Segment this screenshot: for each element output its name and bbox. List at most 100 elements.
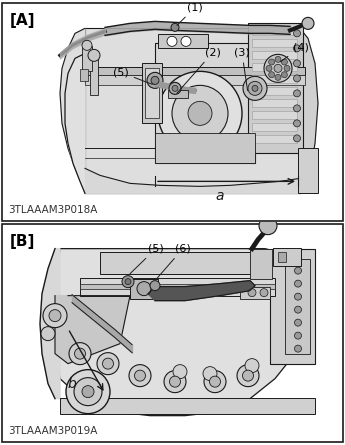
Polygon shape <box>60 28 85 194</box>
Circle shape <box>260 289 268 297</box>
Polygon shape <box>148 281 255 301</box>
Bar <box>82 46 92 71</box>
Circle shape <box>295 319 302 326</box>
Circle shape <box>248 289 256 297</box>
Text: (6): (6) <box>157 244 191 279</box>
Circle shape <box>203 367 217 380</box>
Circle shape <box>294 60 300 67</box>
Bar <box>60 398 315 414</box>
Text: (1): (1) <box>177 2 203 25</box>
Circle shape <box>294 30 300 37</box>
Bar <box>252 111 297 119</box>
Circle shape <box>295 345 302 352</box>
Bar <box>85 28 300 194</box>
Bar <box>298 148 318 194</box>
Polygon shape <box>55 249 310 416</box>
Circle shape <box>164 371 186 392</box>
Bar <box>252 123 297 131</box>
Circle shape <box>269 72 275 78</box>
Circle shape <box>150 281 160 291</box>
Circle shape <box>269 59 275 65</box>
Circle shape <box>237 364 259 387</box>
Circle shape <box>248 81 262 95</box>
Circle shape <box>66 370 110 414</box>
Circle shape <box>69 343 91 364</box>
Circle shape <box>102 358 114 369</box>
Circle shape <box>169 82 181 94</box>
Circle shape <box>294 45 300 52</box>
Text: (4): (4) <box>280 42 309 62</box>
Bar <box>100 251 270 274</box>
Circle shape <box>294 135 300 142</box>
Circle shape <box>209 376 220 387</box>
Circle shape <box>147 73 163 89</box>
Bar <box>252 51 297 59</box>
Bar <box>270 249 315 364</box>
Circle shape <box>135 370 146 381</box>
Bar <box>252 135 297 143</box>
Bar <box>240 287 270 299</box>
Circle shape <box>167 36 177 46</box>
Text: a: a <box>216 190 224 203</box>
Circle shape <box>295 332 302 339</box>
Circle shape <box>158 71 242 155</box>
Circle shape <box>266 65 272 71</box>
Circle shape <box>275 57 281 62</box>
Circle shape <box>129 364 151 387</box>
Circle shape <box>294 75 300 82</box>
Circle shape <box>243 370 254 381</box>
Circle shape <box>302 17 314 29</box>
Text: (2): (2) <box>177 47 221 93</box>
Bar <box>80 278 275 295</box>
Circle shape <box>125 279 131 285</box>
Bar <box>278 251 286 262</box>
Text: [B]: [B] <box>10 234 36 249</box>
Polygon shape <box>300 28 318 194</box>
Text: (5): (5) <box>113 67 152 85</box>
Circle shape <box>252 85 258 91</box>
Bar <box>250 249 272 279</box>
Circle shape <box>294 120 300 127</box>
Circle shape <box>75 348 86 359</box>
Circle shape <box>264 54 292 82</box>
Circle shape <box>88 49 100 61</box>
Bar <box>168 90 188 98</box>
Circle shape <box>295 306 302 313</box>
Bar <box>142 63 162 123</box>
Circle shape <box>259 217 277 235</box>
Circle shape <box>243 77 267 101</box>
Circle shape <box>188 101 212 125</box>
Text: 3TLAAAM3P019A: 3TLAAAM3P019A <box>8 425 97 436</box>
Bar <box>90 55 98 95</box>
Text: (5): (5) <box>130 244 164 274</box>
Circle shape <box>282 72 287 78</box>
Polygon shape <box>65 53 85 194</box>
Bar <box>252 75 297 83</box>
Circle shape <box>151 77 159 85</box>
Circle shape <box>97 352 119 375</box>
Bar <box>130 279 158 299</box>
Circle shape <box>41 327 55 340</box>
Text: (3): (3) <box>234 47 250 91</box>
Bar <box>252 39 297 47</box>
Circle shape <box>169 376 180 387</box>
Circle shape <box>82 40 92 50</box>
Bar <box>248 24 303 154</box>
Circle shape <box>137 282 151 295</box>
Bar <box>145 69 159 118</box>
Circle shape <box>49 310 61 322</box>
Circle shape <box>295 280 302 287</box>
Bar <box>85 67 305 75</box>
Bar <box>285 259 310 354</box>
Circle shape <box>172 85 228 142</box>
Circle shape <box>284 65 290 71</box>
Circle shape <box>295 267 302 274</box>
Circle shape <box>275 74 281 81</box>
Circle shape <box>43 303 67 328</box>
Circle shape <box>294 90 300 97</box>
Bar <box>252 27 297 35</box>
Polygon shape <box>40 249 60 399</box>
Bar <box>273 247 301 266</box>
Circle shape <box>181 36 191 46</box>
Circle shape <box>204 371 226 392</box>
